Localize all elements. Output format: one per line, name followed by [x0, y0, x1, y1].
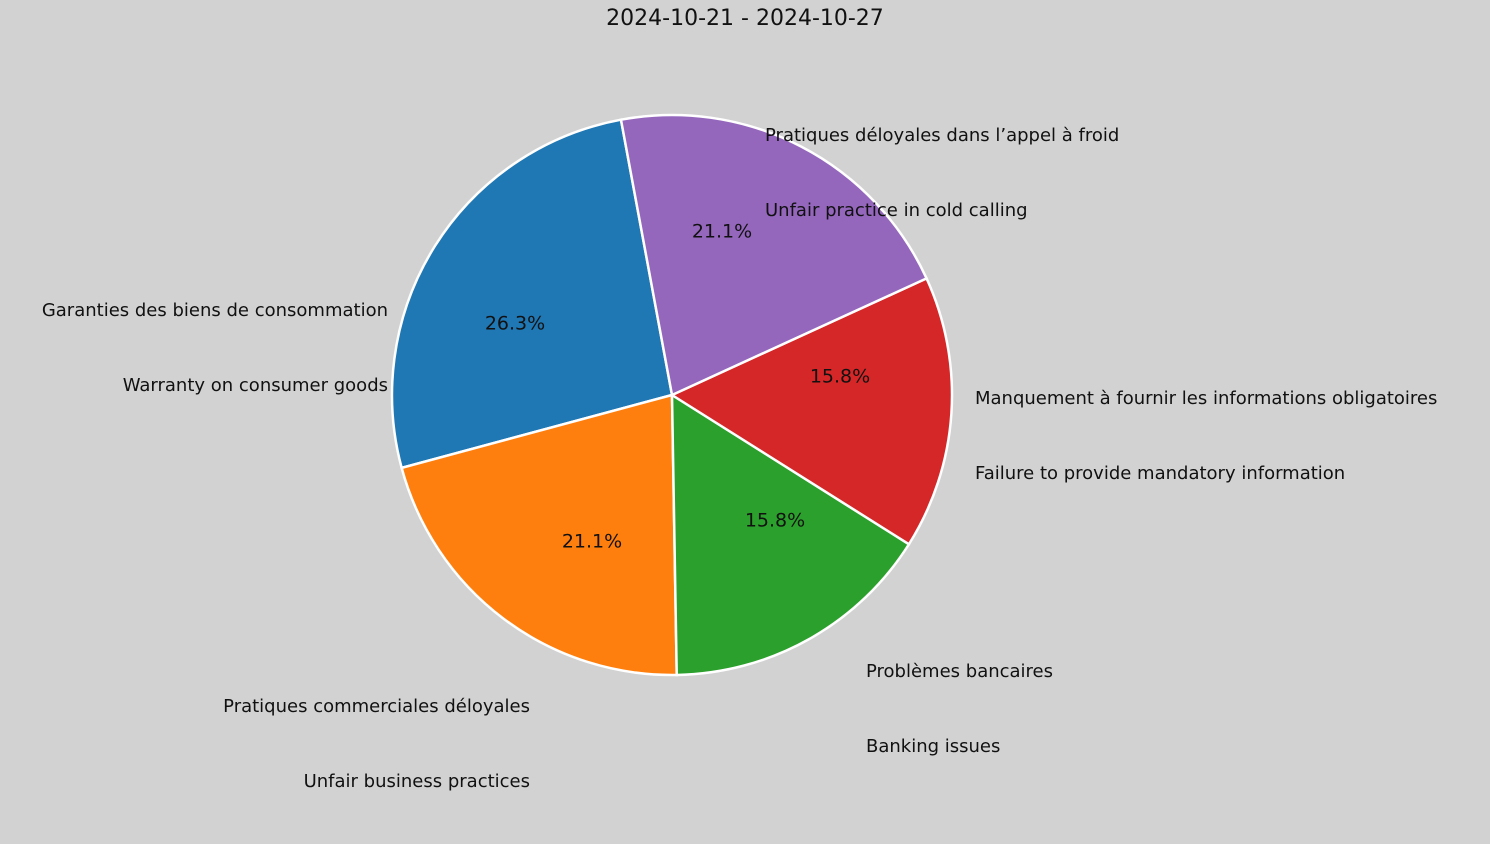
- wedge-label-line-fr: Garanties des biens de consommation: [41, 300, 388, 321]
- pie-percent-labels-group: 26.3% 21.1% 15.8% 15.8% 21.1%: [485, 221, 870, 553]
- pie-chart-figure: 2024-10-21 - 2024-10-27 26.3% 21.1% 15.8% 1…: [0, 6, 1438, 792]
- wedge-label-line-en: Failure to provide mandatory information: [975, 463, 1346, 484]
- wedge-label-unfair-business: Pratiques commerciales déloyales Unfair …: [140, 644, 530, 844]
- pie-slice-percent-unfair-business: 21.1%: [562, 531, 622, 553]
- pie-slice-percent-warranty: 26.3%: [485, 313, 545, 335]
- wedge-label-line-en: Banking issues: [866, 736, 1001, 757]
- wedge-label-mandatory-info: Manquement à fournir les informations ob…: [975, 336, 1437, 536]
- wedge-label-warranty: Garanties des biens de consommation Warr…: [0, 248, 388, 448]
- wedge-label-line-en: Warranty on consumer goods: [122, 375, 388, 396]
- wedge-label-line-fr: Problèmes bancaires: [866, 661, 1054, 682]
- pie-slice-unfair-business[interactable]: [400, 393, 679, 677]
- wedge-label-banking-issues: Problèmes bancaires Banking issues: [866, 609, 1053, 809]
- pie-slice-banking-issues[interactable]: [670, 392, 911, 677]
- wedge-label-line-fr: Pratiques déloyales dans l’appel à froid: [765, 125, 1120, 146]
- pie-slice-mandatory-info[interactable]: [669, 276, 954, 546]
- pie-slice-percent-unfair-cold-calling: 21.1%: [692, 221, 752, 243]
- pie-wedges-group: [390, 113, 954, 677]
- wedge-label-line-en: Unfair business practices: [303, 771, 530, 792]
- wedge-label-line-fr: Pratiques commerciales déloyales: [223, 696, 530, 717]
- chart-title: 2024-10-21 - 2024-10-27: [606, 6, 884, 31]
- wedge-label-line-en: Unfair practice in cold calling: [765, 200, 1028, 221]
- wedge-label-unfair-cold-calling: Pratiques déloyales dans l’appel à froid…: [765, 73, 1119, 273]
- pie-slice-percent-banking-issues: 15.8%: [745, 510, 805, 532]
- pie-slice-unfair-cold-calling[interactable]: [619, 113, 929, 397]
- pie-slice-percent-mandatory-info: 15.8%: [810, 366, 870, 388]
- wedge-label-line-fr: Manquement à fournir les informations ob…: [975, 388, 1438, 409]
- pie-slice-warranty[interactable]: [390, 118, 674, 470]
- pie-chart-canvas: 26.3% 21.1% 15.8% 15.8% 21.1%: [390, 113, 954, 677]
